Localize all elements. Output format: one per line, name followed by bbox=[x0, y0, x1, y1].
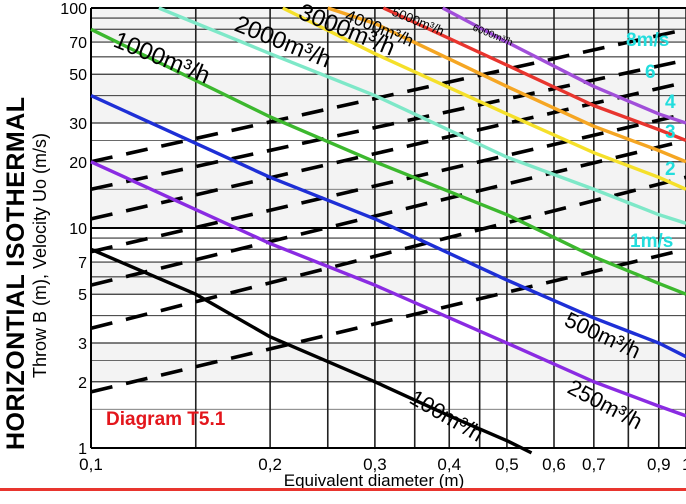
velocity-line bbox=[90, 112, 686, 254]
bottom-divider bbox=[0, 488, 686, 491]
plot-band bbox=[91, 381, 686, 448]
velocity-label: 1m/s bbox=[630, 231, 673, 252]
y-tick-label: 50 bbox=[69, 67, 87, 84]
series-line bbox=[441, 6, 686, 125]
series-line bbox=[90, 94, 686, 359]
velocity-line bbox=[90, 175, 686, 331]
y-tick-label: 100 bbox=[60, 1, 87, 18]
series-line bbox=[158, 6, 686, 225]
x-tick-label: 0,9 bbox=[647, 455, 671, 474]
y-tick-label: 70 bbox=[69, 35, 87, 52]
velocity-label: 4 bbox=[665, 92, 676, 113]
velocity-line bbox=[90, 247, 686, 394]
series-line bbox=[327, 6, 686, 164]
x-axis-label: Equivalent diameter (m) bbox=[284, 471, 464, 490]
series-line bbox=[90, 27, 686, 296]
x-tick-label: 0,3 bbox=[363, 455, 387, 474]
velocity-label: 2 bbox=[665, 159, 676, 180]
plot-band bbox=[91, 228, 686, 263]
y-tick-label: 7 bbox=[78, 255, 87, 272]
x-tick-label: 0,6 bbox=[542, 455, 566, 474]
y-tick-label: 10 bbox=[69, 221, 87, 238]
y-tick-label: 2 bbox=[78, 375, 87, 392]
series-line bbox=[382, 6, 686, 143]
x-tick-label: 0,7 bbox=[582, 455, 606, 474]
velocity-line bbox=[90, 80, 686, 221]
y-tick-label: 30 bbox=[69, 116, 87, 133]
y-tick-label: 20 bbox=[69, 155, 87, 172]
y-tick-label: 3 bbox=[78, 336, 87, 353]
x-tick-label: 0,1 bbox=[79, 455, 103, 474]
x-tick-label: 0,4 bbox=[437, 455, 461, 474]
chart-title: HORIZONTIAL ISOTHERMAL bbox=[2, 96, 30, 450]
velocity-line bbox=[90, 138, 686, 287]
x-tick-label: 1 bbox=[682, 455, 686, 474]
velocity-line bbox=[90, 27, 686, 164]
y-tick-label: 5 bbox=[78, 287, 87, 304]
velocity-label: 6 bbox=[645, 62, 656, 83]
velocity-label: 8m/s bbox=[626, 30, 669, 51]
velocity-label: 3 bbox=[665, 122, 676, 143]
plot-band bbox=[91, 294, 686, 344]
series-line bbox=[90, 247, 533, 455]
series-line bbox=[90, 160, 686, 418]
x-tick-label: 0,2 bbox=[258, 455, 282, 474]
diagram-label: Diagram T5.1 bbox=[106, 409, 226, 430]
series-line bbox=[281, 6, 686, 191]
y-axis-label: Throw B (m), Velocity Uo (m/s) bbox=[30, 132, 50, 378]
y-tick-label: 1 bbox=[78, 441, 87, 458]
x-tick-label: 0,5 bbox=[495, 455, 519, 474]
